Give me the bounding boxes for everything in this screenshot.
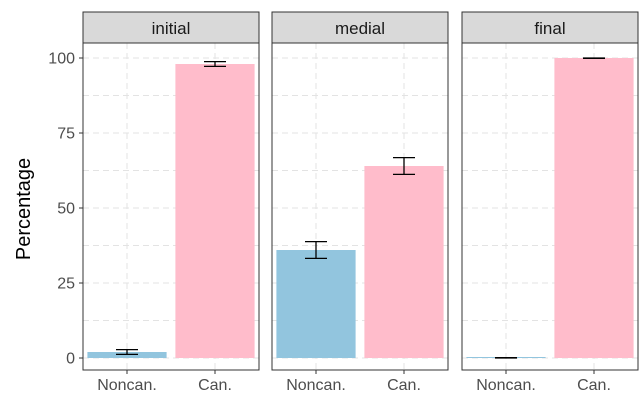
x-tick-label: Can. <box>577 377 611 394</box>
panel-border <box>271 42 449 371</box>
bar-initial-can <box>175 64 255 358</box>
x-tick-label: Can. <box>198 377 232 394</box>
x-tick-label: Can. <box>387 377 421 394</box>
facet-panel-medial: medial Noncan. Can. <box>271 11 449 394</box>
error-bar <box>305 240 327 260</box>
y-axis: 0 25 50 75 100 <box>48 51 83 368</box>
x-tick-label: Noncan. <box>286 377 346 394</box>
y-tick-label: 75 <box>57 126 75 143</box>
error-bar <box>204 60 226 68</box>
panel-border <box>461 42 639 371</box>
panel-border <box>82 42 260 371</box>
error-bar <box>116 348 138 356</box>
facet-strip <box>82 11 260 44</box>
facet-strip-label: initial <box>152 19 191 38</box>
x-tick-label: Noncan. <box>476 377 536 394</box>
y-tick-label: 50 <box>57 201 75 218</box>
y-tick-label: 25 <box>57 276 75 293</box>
y-tick-label: 100 <box>48 51 75 68</box>
error-bar <box>393 156 415 176</box>
facet-panel-initial: initial Noncan. Can. <box>82 11 260 394</box>
y-axis-title: Percentage <box>13 158 35 260</box>
x-tick-label: Noncan. <box>97 377 157 394</box>
facet-panel-final: final Noncan. Can. <box>461 11 639 394</box>
bar-final-can <box>554 58 634 358</box>
bar-medial-noncan <box>276 250 356 358</box>
y-tick-label: 0 <box>66 351 75 368</box>
facet-strip-label: final <box>534 19 565 38</box>
facet-strip-label: medial <box>335 19 385 38</box>
bar-medial-can <box>364 166 444 358</box>
facet-strip <box>271 11 449 44</box>
